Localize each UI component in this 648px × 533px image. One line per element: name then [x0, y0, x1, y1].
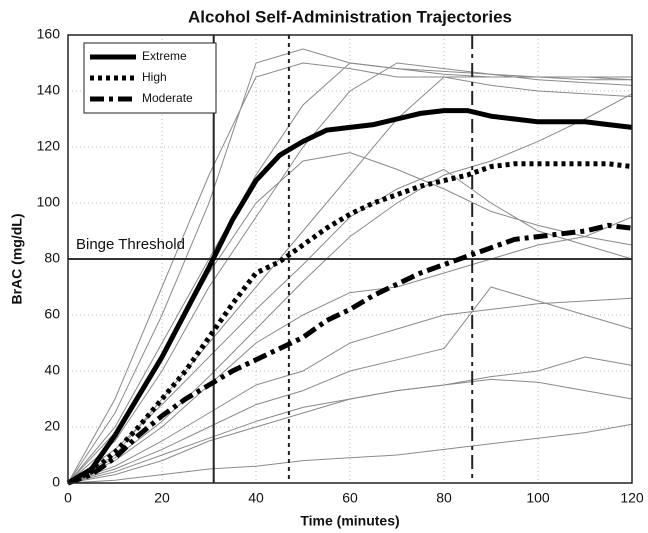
series-line	[67, 222, 633, 486]
threshold-label: Binge Threshold	[76, 236, 185, 253]
y-tick-label: 80	[44, 250, 60, 266]
x-tick-label: 0	[64, 490, 72, 506]
trajectory-line	[67, 286, 633, 484]
x-axis-label: Time (minutes)	[300, 513, 399, 529]
series-line	[66, 161, 633, 486]
y-tick-label: 20	[44, 418, 60, 434]
x-tick-label: 80	[436, 490, 452, 506]
trajectory-line	[67, 76, 633, 484]
trajectory-line	[67, 297, 633, 484]
trajectory-line	[67, 62, 632, 484]
y-tick-label: 40	[44, 362, 60, 378]
y-axis-label: BrAC (mg/dL)	[9, 214, 25, 305]
x-tick-label: 40	[248, 490, 264, 506]
trajectory-line	[67, 378, 633, 484]
y-tick-label: 60	[44, 306, 60, 322]
trajectory-line	[67, 48, 633, 484]
y-tick-label: 160	[37, 26, 61, 42]
trajectory-line	[67, 62, 633, 484]
series-line	[66, 108, 633, 486]
trajectory-line	[67, 423, 633, 484]
chart-title: Alcohol Self-Administration Trajectories	[188, 7, 512, 26]
legend-label: Extreme	[142, 49, 187, 63]
trajectory-line	[67, 216, 633, 484]
x-tick-label: 120	[620, 490, 644, 506]
trajectory-line	[67, 93, 633, 484]
y-tick-label: 100	[37, 194, 61, 210]
x-tick-label: 60	[342, 490, 358, 506]
y-tick-label: 120	[37, 138, 61, 154]
y-tick-label: 140	[37, 82, 61, 98]
legend-label: Moderate	[142, 91, 193, 105]
y-tick-label: 0	[52, 474, 60, 490]
x-tick-label: 100	[526, 490, 550, 506]
legend-label: High	[142, 70, 167, 84]
x-tick-label: 20	[154, 490, 170, 506]
plot-frame	[67, 34, 633, 484]
